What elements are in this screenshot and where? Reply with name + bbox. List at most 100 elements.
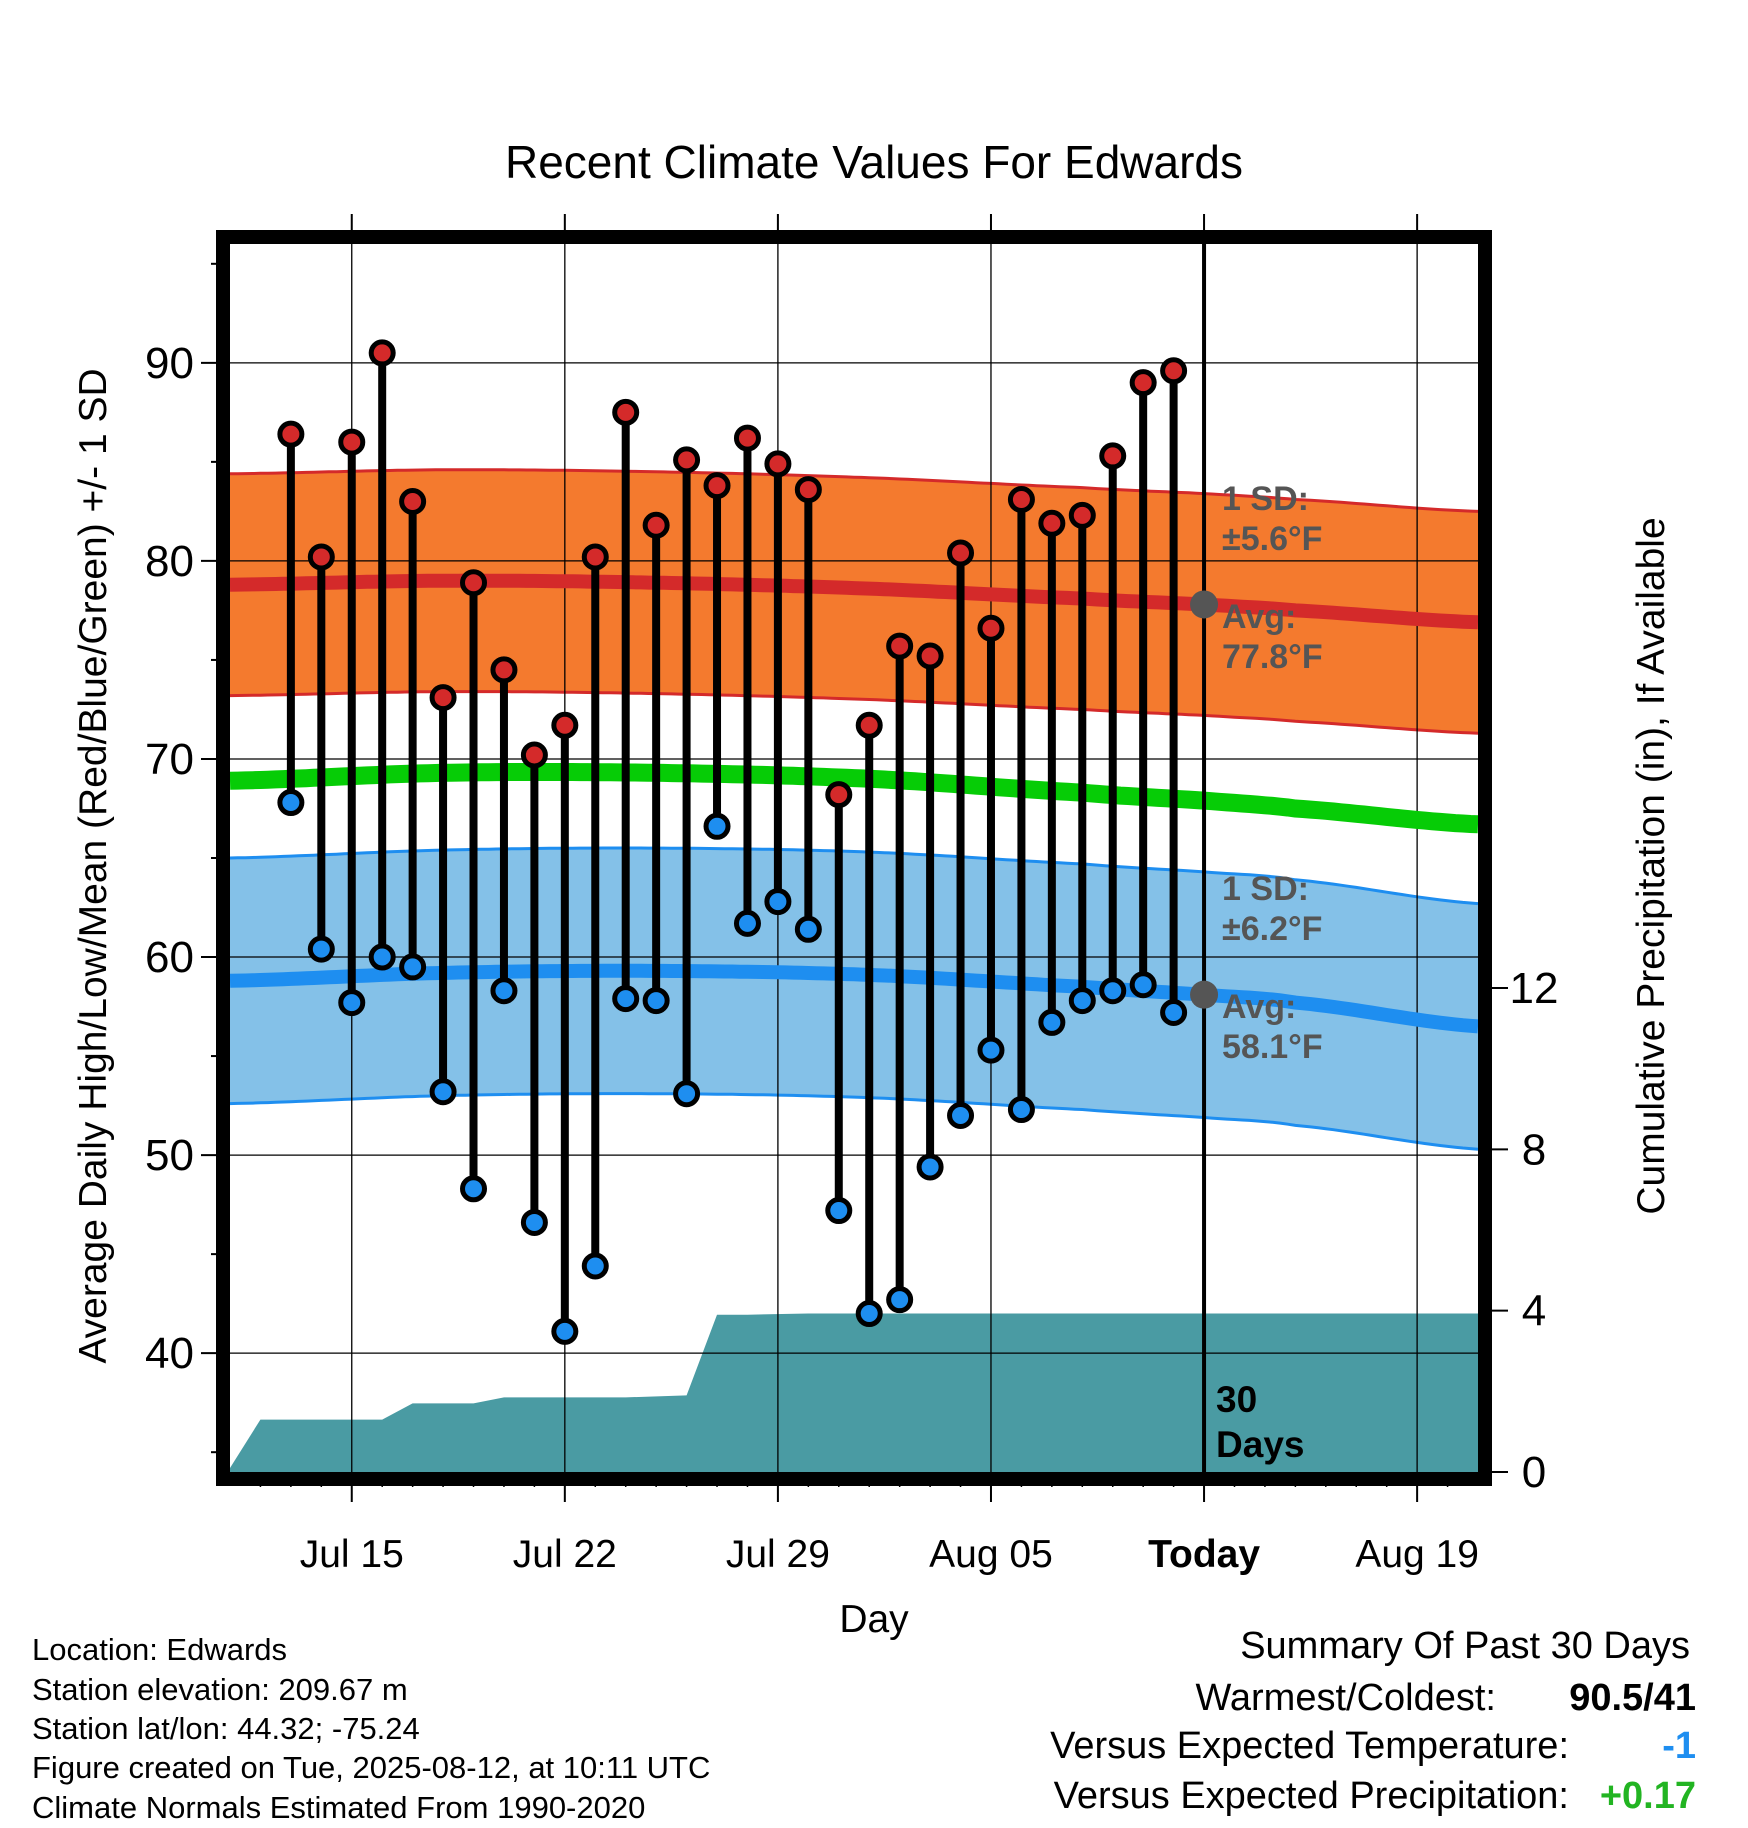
daily-high-point xyxy=(490,656,518,684)
summary-temp-value: -1 xyxy=(1662,1725,1696,1767)
daily-high-point xyxy=(825,781,853,809)
daily-low-point xyxy=(368,943,396,971)
daily-low-point xyxy=(703,812,731,840)
daily-high-point xyxy=(886,632,914,660)
daily-high-point xyxy=(581,543,609,571)
high-sd-upper-edge xyxy=(229,468,1479,513)
y-axis-label-left: Average Daily High/Low/Mean (Red/Blue/Gr… xyxy=(72,368,115,1363)
daily-low-point xyxy=(1099,977,1127,1005)
summary-temp-label: Versus Expected Temperature: xyxy=(1050,1725,1569,1767)
summary-precip-value: +0.17 xyxy=(1599,1775,1696,1817)
daily-high-point xyxy=(642,511,670,539)
low-avg-value: 58.1°F xyxy=(1222,1028,1323,1066)
low-avg-label: Avg: xyxy=(1222,988,1296,1026)
low-sd-upper-edge xyxy=(229,846,1479,906)
daily-low-point xyxy=(399,953,427,981)
daily-high-point xyxy=(429,684,457,712)
daily-low-point xyxy=(490,977,518,1005)
high-avg-value: 77.8°F xyxy=(1222,638,1323,676)
daily-high-point xyxy=(947,539,975,567)
avg-mean-line xyxy=(229,763,1479,834)
daily-low-point xyxy=(794,915,822,943)
daily-low-point xyxy=(338,989,366,1017)
y-tick-label-right: 12 xyxy=(1510,964,1559,1013)
daily-high-point xyxy=(794,476,822,504)
summary-title: Summary Of Past 30 Days xyxy=(1240,1625,1690,1667)
daily-high-point xyxy=(1099,442,1127,470)
daily-high-point xyxy=(520,741,548,769)
daily-low-point xyxy=(855,1300,883,1328)
x-tick-label: Jul 29 xyxy=(726,1533,830,1576)
x-tick-label: Jul 15 xyxy=(300,1533,404,1576)
daily-low-point xyxy=(977,1036,1005,1064)
y-tick-label-left: 70 xyxy=(145,735,194,784)
today-days-label: Days xyxy=(1216,1424,1304,1465)
y-tick-label-left: 50 xyxy=(145,1131,194,1180)
daily-high-point xyxy=(460,569,488,597)
x-tick-label: Aug 19 xyxy=(1355,1533,1479,1576)
daily-low-point xyxy=(429,1078,457,1106)
daily-low-point xyxy=(733,909,761,937)
daily-low-point xyxy=(1068,987,1096,1015)
daily-dots xyxy=(277,339,1219,1345)
y-axis-label-right: Cumulative Precipitation (in), If Availa… xyxy=(1630,517,1673,1214)
y-tick-label-right: 0 xyxy=(1522,1448,1546,1497)
today-avg-high-marker xyxy=(1190,590,1219,619)
daily-high-point xyxy=(703,472,731,500)
y-tick-label-right: 4 xyxy=(1522,1287,1546,1336)
daily-low-point xyxy=(1129,971,1157,999)
daily-high-point xyxy=(855,711,883,739)
daily-high-point xyxy=(977,614,1005,642)
high-sd-band xyxy=(230,469,1478,734)
daily-low-point xyxy=(673,1080,701,1108)
info-latlon: Station lat/lon: 44.32; -75.24 xyxy=(32,1711,420,1746)
info-normals: Climate Normals Estimated From 1990-2020 xyxy=(32,1790,646,1825)
high-sd-label: 1 SD: xyxy=(1222,480,1309,518)
y-tick-label-left: 40 xyxy=(145,1329,194,1378)
x-tick-label: Aug 05 xyxy=(929,1533,1053,1576)
daily-low-point xyxy=(277,789,305,817)
high-sd-value: ±5.6°F xyxy=(1222,520,1322,558)
daily-high-point xyxy=(368,339,396,367)
daily-high-point xyxy=(277,420,305,448)
daily-low-point xyxy=(520,1208,548,1236)
daily-low-point xyxy=(764,888,792,916)
high-avg-label: Avg: xyxy=(1222,598,1296,636)
daily-high-point xyxy=(916,642,944,670)
daily-high-point xyxy=(673,446,701,474)
daily-low-point xyxy=(612,985,640,1013)
daily-low-point xyxy=(307,935,335,963)
y-tick-label-left: 60 xyxy=(145,933,194,982)
daily-high-point xyxy=(1129,369,1157,397)
info-created: Figure created on Tue, 2025-08-12, at 10… xyxy=(32,1750,711,1785)
daily-low-point xyxy=(886,1286,914,1314)
daily-low-point xyxy=(642,987,670,1015)
daily-high-point xyxy=(1038,509,1066,537)
daily-high-point xyxy=(551,711,579,739)
summary-precip-label: Versus Expected Precipitation: xyxy=(1053,1775,1569,1817)
x-tick-label: Today xyxy=(1148,1533,1260,1576)
daily-high-point xyxy=(1068,501,1096,529)
y-tick-label-left: 90 xyxy=(145,339,194,388)
summary-warmest-value: 90.5/41 xyxy=(1569,1677,1696,1719)
y-tick-label-right: 8 xyxy=(1522,1125,1546,1174)
today-avg-low-marker xyxy=(1190,980,1219,1009)
daily-low-point xyxy=(825,1197,853,1225)
chart-title: Recent Climate Values For Edwards xyxy=(505,136,1243,188)
x-axis-label: Day xyxy=(839,1598,909,1641)
daily-high-point xyxy=(733,424,761,452)
y-tick-label-left: 80 xyxy=(145,537,194,586)
daily-low-point xyxy=(581,1252,609,1280)
avg-low-line xyxy=(229,963,1479,1034)
normal-lines xyxy=(229,573,1479,1034)
daily-low-point xyxy=(551,1317,579,1345)
daily-high-point xyxy=(399,487,427,515)
daily-low-point xyxy=(1038,1008,1066,1036)
info-elevation: Station elevation: 209.67 m xyxy=(32,1672,408,1707)
daily-low-point xyxy=(916,1153,944,1181)
x-tick-label: Jul 22 xyxy=(513,1533,617,1576)
daily-high-point xyxy=(1007,486,1035,514)
